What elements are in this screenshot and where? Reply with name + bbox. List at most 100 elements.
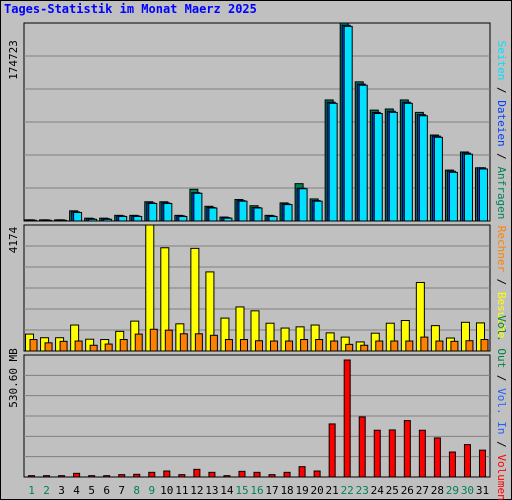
x-tick-label: 22 (341, 484, 354, 497)
x-tick-label: 20 (311, 484, 324, 497)
bar-seiten (403, 102, 413, 222)
x-tick-label: 18 (280, 484, 293, 497)
x-tick-label: 7 (118, 484, 125, 497)
bar-rechner (104, 343, 113, 352)
x-tick-label: 29 (446, 484, 459, 497)
bar-seiten (223, 217, 233, 222)
x-tick-label: 13 (205, 484, 218, 497)
bar-rechner (390, 340, 399, 352)
legend-entry: Vol. In (495, 388, 508, 434)
bar-volumen (478, 449, 486, 478)
bar-seiten (88, 218, 98, 222)
x-tick-label: 16 (250, 484, 263, 497)
bar-seiten (238, 200, 248, 222)
bar-rechner (29, 339, 38, 352)
x-tick-label: 31 (476, 484, 489, 497)
legend: Rechner / Besuche (495, 226, 508, 339)
x-tick-label: 3 (58, 484, 65, 497)
x-tick-label: 24 (371, 484, 385, 497)
bar-seiten (103, 218, 113, 222)
bar-volumen (28, 475, 36, 478)
bar-seiten (448, 171, 458, 222)
bar-volumen (148, 471, 156, 478)
x-tick-label: 9 (148, 484, 155, 497)
bar-volumen (328, 423, 336, 478)
bar-volumen (178, 474, 186, 478)
bar-volumen (358, 416, 366, 478)
bar-seiten (163, 202, 173, 222)
bar-rechner (345, 343, 354, 352)
bar-seiten (268, 215, 278, 222)
bar-rechner (450, 340, 459, 352)
bar-seiten (478, 168, 488, 222)
bar-volumen (268, 474, 276, 478)
bar-rechner (330, 340, 339, 352)
x-tick-label: 26 (401, 484, 414, 497)
bar-seiten (28, 219, 38, 222)
bar-rechner (119, 339, 128, 352)
bar-seiten (253, 207, 263, 222)
bar-seiten (283, 204, 293, 222)
bar-seiten (193, 192, 203, 222)
legend-entry: Dateien (495, 100, 508, 146)
bar-seiten (73, 212, 83, 222)
bar-seiten (298, 188, 308, 222)
bar-seiten (43, 219, 53, 222)
bar-rechner (270, 340, 279, 352)
chart-title: Tages-Statistik im Monat Maerz 2025 (4, 2, 257, 16)
bar-volumen (463, 444, 471, 478)
bar-volumen (73, 472, 81, 478)
bar-seiten (433, 136, 443, 222)
bar-seiten (208, 207, 218, 222)
bar-seiten (328, 102, 338, 222)
bar-volumen (43, 475, 51, 478)
bar-volumen (133, 473, 141, 478)
bar-seiten (58, 219, 68, 222)
bar-volumen (298, 466, 306, 478)
bar-rechner (239, 339, 248, 352)
bar-seiten (463, 153, 473, 222)
bar-volumen (103, 475, 111, 478)
y-max-label: 530.60 MB (7, 348, 20, 408)
bar-rechner (405, 340, 414, 352)
bar-rechner (465, 340, 474, 352)
x-tick-label: 23 (356, 484, 369, 497)
y-max-label: 4174 (7, 226, 20, 253)
x-tick-label: 21 (326, 484, 339, 497)
x-tick-label: 10 (160, 484, 173, 497)
bar-seiten (148, 202, 158, 222)
x-tick-label: 1 (28, 484, 35, 497)
bar-rechner (44, 342, 53, 352)
bar-rechner (194, 333, 203, 352)
bar-seiten (118, 215, 128, 222)
bar-rechner (315, 339, 324, 352)
bar-seiten (313, 200, 323, 222)
bar-seiten (418, 115, 428, 222)
x-tick-label: 11 (175, 484, 188, 497)
bar-volumen (253, 471, 261, 478)
bar-rechner (74, 340, 83, 352)
bar-volumen (163, 470, 171, 478)
bar-volumen (313, 470, 321, 478)
bar-seiten (178, 215, 188, 222)
bar-volumen (238, 470, 246, 478)
y-max-label: 174723 (7, 40, 20, 80)
legend-entry: Seiten (495, 41, 508, 81)
bar-seiten (343, 25, 353, 222)
x-tick-label: 15 (235, 484, 248, 497)
x-tick-label: 28 (431, 484, 444, 497)
bar-rechner (164, 329, 173, 352)
bar-rechner (375, 340, 384, 352)
bar-volumen (373, 429, 381, 478)
bar-volumen (433, 437, 441, 478)
x-tick-label: 30 (461, 484, 474, 497)
x-tick-label: 14 (220, 484, 234, 497)
bar-volumen (88, 475, 96, 478)
legend: Seiten / Dateien / Anfragen (495, 41, 508, 220)
bar-rechner (420, 336, 429, 352)
bar-volumen (418, 429, 426, 478)
bar-rechner (89, 344, 98, 352)
bar-volumen (223, 475, 231, 478)
legend-entry: Volumen (495, 454, 508, 500)
